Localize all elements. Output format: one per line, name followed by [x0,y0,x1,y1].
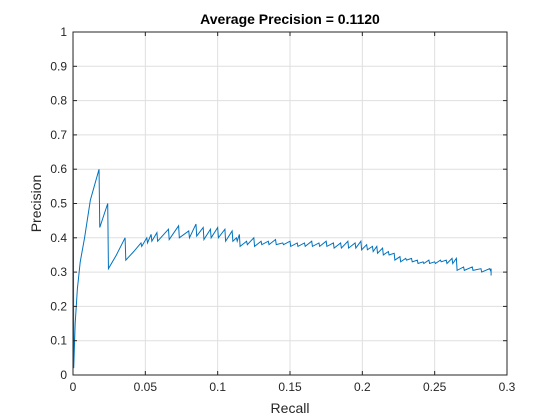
x-tick-label: 0.2 [354,380,371,394]
x-tick-label: 0.25 [423,380,447,394]
x-tick-label: 0 [70,380,77,394]
y-tick-label: 0.8 [50,94,67,108]
y-tick-label: 0.6 [50,162,67,176]
y-tick-label: 0.7 [50,128,67,142]
y-tick-label: 0 [60,368,67,382]
y-tick-label: 0.4 [50,231,67,245]
y-tick-label: 0.3 [50,265,67,279]
x-tick-label: 0.15 [278,380,302,394]
y-tick-label: 0.1 [50,334,67,348]
series-layer [72,31,492,375]
x-tick-label: 0.1 [209,380,226,394]
y-tick-labels: 0 0.1 0.2 0.3 0.4 0.5 0.6 0.7 0.8 0.9 1 [50,25,67,382]
precision-recall-line [72,31,492,375]
x-axis-label: Recall [271,400,310,416]
y-tick-label: 1 [60,25,67,39]
x-tick-label: 0.05 [134,380,158,394]
y-tick-label: 0.5 [50,197,67,211]
y-axis-label: Precision [28,175,44,233]
chart-title: Average Precision = 0.1120 [200,11,380,27]
y-tick-label: 0.9 [50,59,67,73]
x-tick-label: 0.3 [499,380,516,394]
x-tick-labels: 0 0.05 0.1 0.15 0.2 0.25 0.3 [70,380,516,394]
tick-marks [72,31,508,376]
y-tick-label: 0.2 [50,299,67,313]
